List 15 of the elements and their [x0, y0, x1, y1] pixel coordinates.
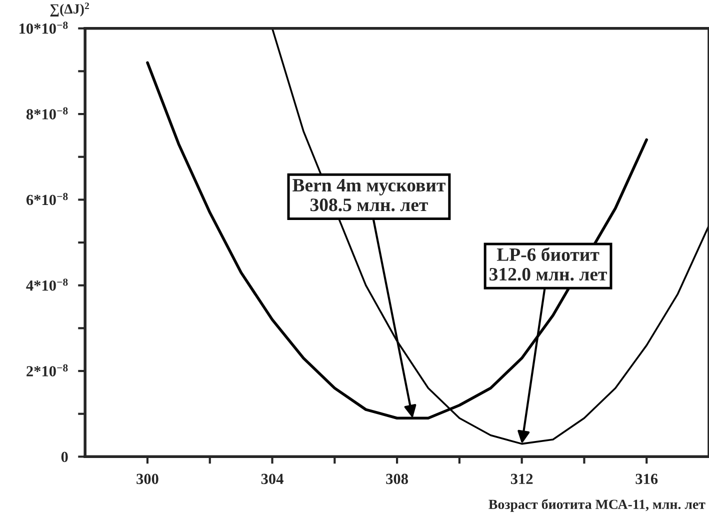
x-tick-label: 304	[261, 474, 284, 484]
y-tick-label: 2*10$^{−8}$	[26, 364, 68, 376]
y-tick-label: 10*10$^{−8}$	[20, 22, 68, 34]
x-tick-label: 300	[136, 474, 158, 484]
annotation: LP-6 биотит 312.0 млн. лет	[490, 247, 607, 281]
x-tick-label: 316	[636, 474, 658, 484]
annotation: Bern 4m мусковит 308.5 млн. лет	[292, 179, 446, 212]
y-tick-label: 8*10$^{−8}$	[26, 107, 68, 120]
x-axis-title: Возраст биотита МСА-11, млн. лет	[488, 498, 706, 512]
y-axis-title: ∑(ΔJ)$^{2}$	[50, 2, 89, 16]
y-tick-label: 4*10$^{−8}$	[26, 278, 68, 291]
y-tick-label: 6*10$^{−8}$	[26, 192, 68, 206]
y-tick-label: 0	[61, 452, 68, 462]
x-tick-label: 308	[386, 474, 408, 484]
x-tick-label: 312	[510, 474, 533, 484]
